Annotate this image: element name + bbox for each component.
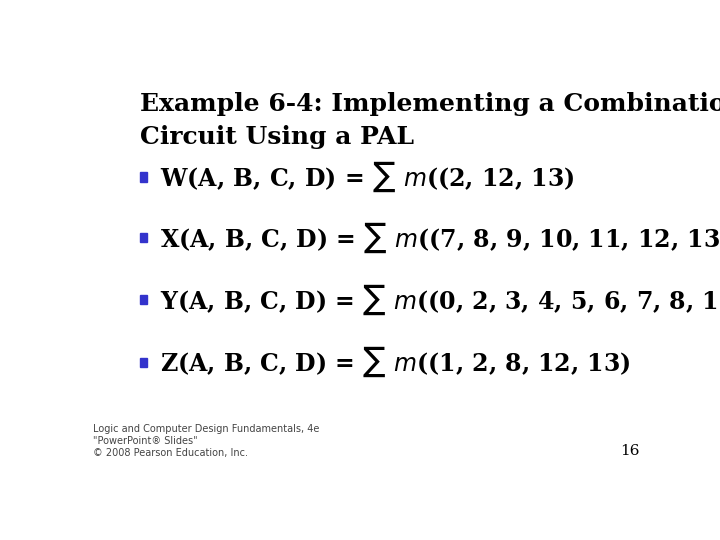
Text: X(A, B, C, D) = ∑ $\mathbf{\mathit{m}}$((7, 8, 9, 10, 11, 12, 13, 14, 15): X(A, B, C, D) = ∑ $\mathbf{\mathit{m}}$(… (160, 220, 720, 254)
FancyBboxPatch shape (140, 357, 148, 367)
Text: Logic and Computer Design Fundamentals, 4e: Logic and Computer Design Fundamentals, … (93, 424, 319, 435)
Text: Z(A, B, C, D) = ∑ $\mathbf{\mathit{m}}$((1, 2, 8, 12, 13): Z(A, B, C, D) = ∑ $\mathbf{\mathit{m}}$(… (160, 345, 631, 379)
Text: © 2008 Pearson Education, Inc.: © 2008 Pearson Education, Inc. (93, 448, 248, 458)
FancyBboxPatch shape (140, 172, 148, 181)
Text: "PowerPoint® Slides": "PowerPoint® Slides" (93, 436, 197, 446)
Text: Y(A, B, C, D) = ∑ $\mathbf{\mathit{m}}$((0, 2, 3, 4, 5, 6, 7, 8, 10, 11, 15): Y(A, B, C, D) = ∑ $\mathbf{\mathit{m}}$(… (160, 282, 720, 317)
Text: 16: 16 (620, 444, 639, 458)
Text: Example 6-4: Implementing a Combinational: Example 6-4: Implementing a Combinationa… (140, 92, 720, 116)
FancyBboxPatch shape (140, 295, 148, 305)
Text: Circuit Using a PAL: Circuit Using a PAL (140, 125, 414, 149)
FancyBboxPatch shape (140, 233, 148, 242)
Text: W(A, B, C, D) = ∑ $\mathbf{\mathit{m}}$((2, 12, 13): W(A, B, C, D) = ∑ $\mathbf{\mathit{m}}$(… (160, 160, 574, 194)
